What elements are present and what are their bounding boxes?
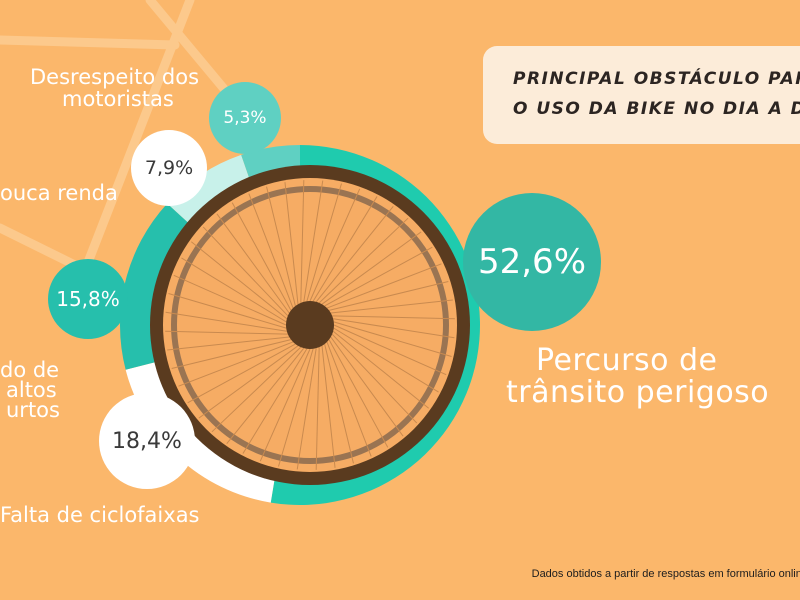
slice-label-assaltos: do de altos urtos — [0, 358, 60, 422]
slice-label-line: Falta de ciclofaixas — [0, 503, 200, 527]
slice-label-renda: ouca renda — [0, 181, 118, 205]
bubble-18-4: 18,4% — [99, 393, 195, 489]
bubble-5-3: 5,3% — [209, 82, 281, 154]
source-note: Dados obtidos a partir de respostas em f… — [531, 568, 800, 580]
value-label: 7,9% — [144, 157, 194, 179]
slice-label-line: Percurso de — [536, 343, 718, 378]
slice-label-motoristas: Desrespeito dos motoristas — [30, 66, 199, 110]
bubble-7-9: 7,9% — [131, 130, 207, 206]
title-box: PRINCIPAL OBSTÁCULO PARA O USO DA BIKE N… — [483, 46, 800, 144]
title-line-2: O USO DA BIKE NO DIA A DIA — [513, 99, 800, 119]
bubble-15-8: 15,8% — [48, 259, 128, 339]
slice-label-line: Desrespeito dos — [30, 65, 200, 89]
value-label: 5,3% — [223, 108, 267, 128]
donut-slice — [167, 154, 258, 238]
slice-label-percurso: Percurso de trânsito perigoso — [506, 343, 769, 409]
slice-label-line: motoristas — [62, 87, 174, 111]
title-line-1: PRINCIPAL OBSTÁCULO PARA — [513, 69, 800, 89]
slice-label-line: altos — [6, 378, 57, 402]
slice-label-ciclofaixas: Falta de ciclofaixas — [0, 503, 200, 527]
value-label: 18,4% — [112, 428, 182, 454]
bicycle-wheel-icon — [150, 165, 470, 485]
slice-label-line: urtos — [6, 398, 60, 422]
value-label: 52,6% — [477, 242, 586, 282]
slice-label-line: do de — [0, 358, 60, 382]
value-label: 15,8% — [56, 287, 120, 311]
slice-label-line: trânsito perigoso — [506, 375, 770, 410]
bubble-52-6: 52,6% — [463, 193, 601, 331]
slice-label-line: ouca renda — [0, 181, 118, 205]
